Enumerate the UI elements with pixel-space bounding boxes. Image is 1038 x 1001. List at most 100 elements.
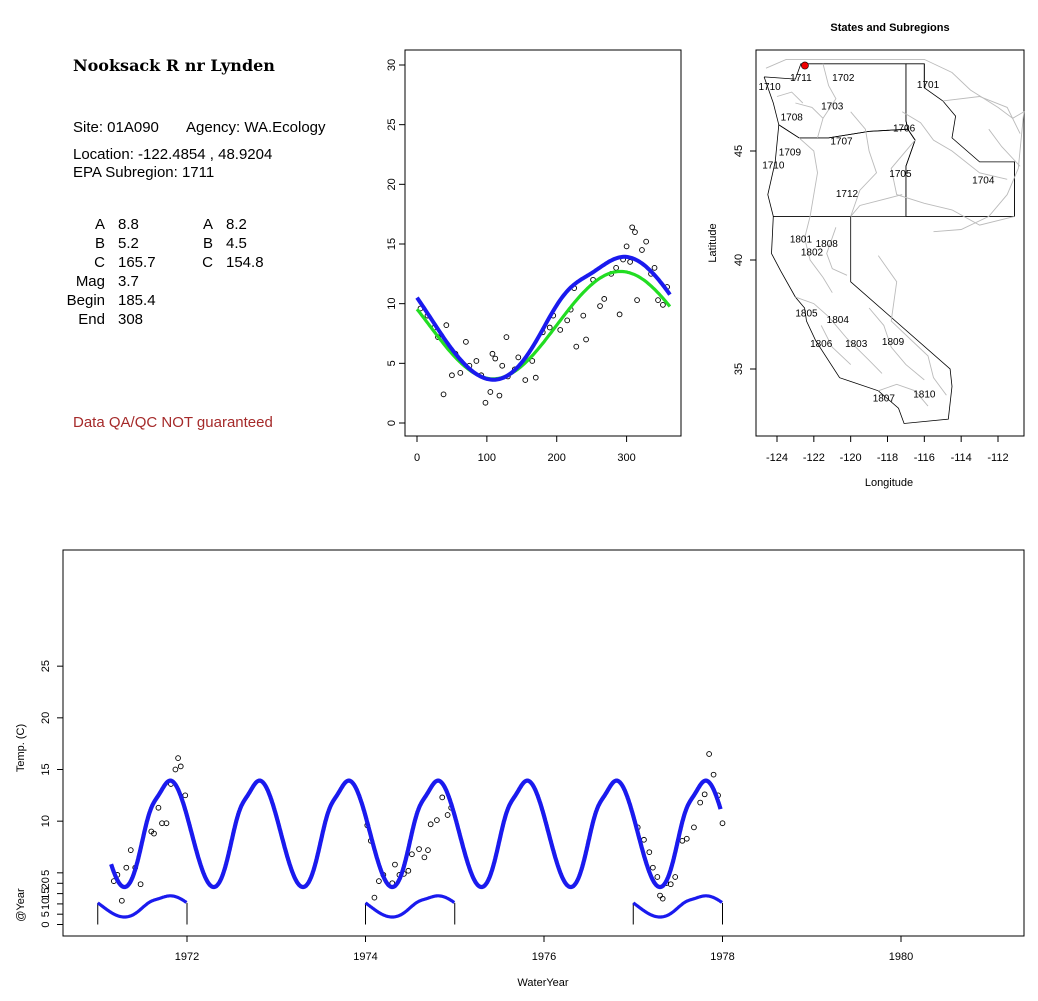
data-point bbox=[639, 247, 645, 253]
data-point bbox=[123, 864, 130, 871]
data-point bbox=[697, 799, 704, 806]
data-point bbox=[710, 771, 717, 778]
strip-y-tick-label: 5 bbox=[40, 911, 52, 917]
param-label: End bbox=[78, 311, 105, 328]
x-axis-label: WaterYear bbox=[517, 977, 568, 989]
data-point bbox=[706, 751, 712, 757]
subregion-label: 1704 bbox=[972, 176, 995, 187]
data-point bbox=[629, 224, 636, 231]
subregion-boundary bbox=[878, 383, 929, 407]
site-id: Site: 01A090 bbox=[73, 119, 159, 136]
x-tick-label: 1978 bbox=[710, 951, 734, 963]
data-point bbox=[546, 324, 553, 331]
data-point bbox=[172, 766, 179, 773]
fit-timeseries-curve bbox=[109, 778, 723, 890]
subregion-label: 1709 bbox=[779, 147, 802, 158]
data-point bbox=[580, 312, 587, 319]
x-tick-label: 1974 bbox=[353, 951, 377, 963]
y-tick-label: 10 bbox=[386, 298, 398, 310]
data-point bbox=[691, 824, 697, 831]
subregion-boundary bbox=[820, 325, 852, 365]
data-point bbox=[457, 370, 464, 376]
data-point bbox=[137, 881, 144, 888]
y-tick-label: 45 bbox=[733, 145, 745, 157]
y-tick-label: 5 bbox=[40, 870, 52, 876]
data-point bbox=[643, 238, 650, 245]
subregion-label: 1708 bbox=[781, 112, 804, 123]
param-label: B bbox=[94, 235, 105, 252]
data-point bbox=[583, 336, 589, 343]
location: Location: -122.4854 , 48.9204 bbox=[73, 146, 273, 163]
y-tick-label: 20 bbox=[386, 178, 398, 190]
data-point bbox=[654, 874, 661, 880]
data-point bbox=[657, 892, 663, 899]
param-label: Mag bbox=[75, 273, 105, 290]
subregion-boundary bbox=[817, 63, 837, 139]
data-point bbox=[646, 849, 653, 856]
y-axis-label: Temp. (C) bbox=[15, 724, 27, 772]
data-point bbox=[532, 374, 539, 381]
data-point bbox=[496, 392, 503, 399]
subregion-label: 1803 bbox=[845, 339, 868, 350]
data-point bbox=[650, 864, 656, 871]
basin-outline bbox=[765, 58, 1025, 233]
site-title: Nooksack R nr Lynden bbox=[73, 56, 275, 75]
subregion-boundary bbox=[776, 91, 804, 104]
subregion-boundary bbox=[890, 139, 953, 211]
param-value: 154.8 bbox=[226, 254, 264, 271]
y-tick-label: 20 bbox=[40, 712, 52, 724]
map-frame bbox=[755, 49, 1025, 437]
state-nv-ut bbox=[905, 161, 1015, 217]
param-label: C bbox=[94, 254, 105, 271]
subregion-label: 1703 bbox=[821, 102, 844, 113]
timeseries-chart: 1972 1974 1976 1978 1980WaterYear510152025Te… bbox=[15, 549, 1025, 989]
data-point bbox=[444, 812, 451, 818]
data-point bbox=[487, 389, 494, 395]
subregion-label: 1807 bbox=[873, 394, 896, 405]
data-point bbox=[175, 755, 181, 761]
param-label: Begin bbox=[66, 292, 105, 309]
subregion-label: 1806 bbox=[810, 339, 833, 350]
subregion-label: 1710 bbox=[762, 160, 785, 171]
data-point bbox=[473, 358, 480, 364]
data-point bbox=[434, 817, 440, 823]
data-point bbox=[427, 821, 434, 828]
data-point bbox=[440, 391, 447, 398]
subregion-label: 1702 bbox=[832, 73, 855, 84]
data-point bbox=[564, 317, 571, 324]
data-point bbox=[492, 355, 499, 362]
subregion-boundary bbox=[988, 128, 1021, 167]
data-point bbox=[655, 297, 661, 303]
param-label: C bbox=[202, 254, 213, 271]
strip-year-curve bbox=[96, 894, 188, 919]
y-tick-label: 0 bbox=[386, 420, 398, 426]
data-point bbox=[719, 820, 726, 827]
qa-note: Data QA/QC NOT guaranteed bbox=[73, 414, 273, 431]
data-point bbox=[155, 804, 162, 811]
data-point bbox=[503, 334, 510, 340]
param-value: 308 bbox=[118, 311, 144, 328]
data-point bbox=[613, 265, 619, 271]
param-value: 8.8 bbox=[118, 216, 139, 233]
param-value: 4.5 bbox=[226, 235, 247, 252]
data-point bbox=[376, 878, 382, 884]
data-point bbox=[529, 358, 536, 364]
agency: Agency: WA.Ecology bbox=[186, 119, 326, 136]
subregion-boundary bbox=[795, 296, 883, 374]
data-point bbox=[405, 867, 412, 874]
strip-year-curve bbox=[364, 894, 456, 919]
data-point bbox=[499, 362, 506, 369]
data-point bbox=[151, 830, 157, 837]
data-point bbox=[616, 311, 623, 318]
data-point bbox=[449, 372, 455, 379]
x-tick-label: -124 bbox=[766, 452, 788, 464]
param-value: 165.7 bbox=[118, 254, 156, 271]
subregion-boundary bbox=[850, 194, 903, 217]
data-point bbox=[443, 322, 450, 328]
site-marker bbox=[800, 61, 809, 70]
data-point bbox=[439, 794, 446, 801]
data-point bbox=[182, 792, 189, 799]
x-tick-label: -120 bbox=[840, 452, 862, 464]
subregion-label: 1701 bbox=[917, 80, 940, 91]
